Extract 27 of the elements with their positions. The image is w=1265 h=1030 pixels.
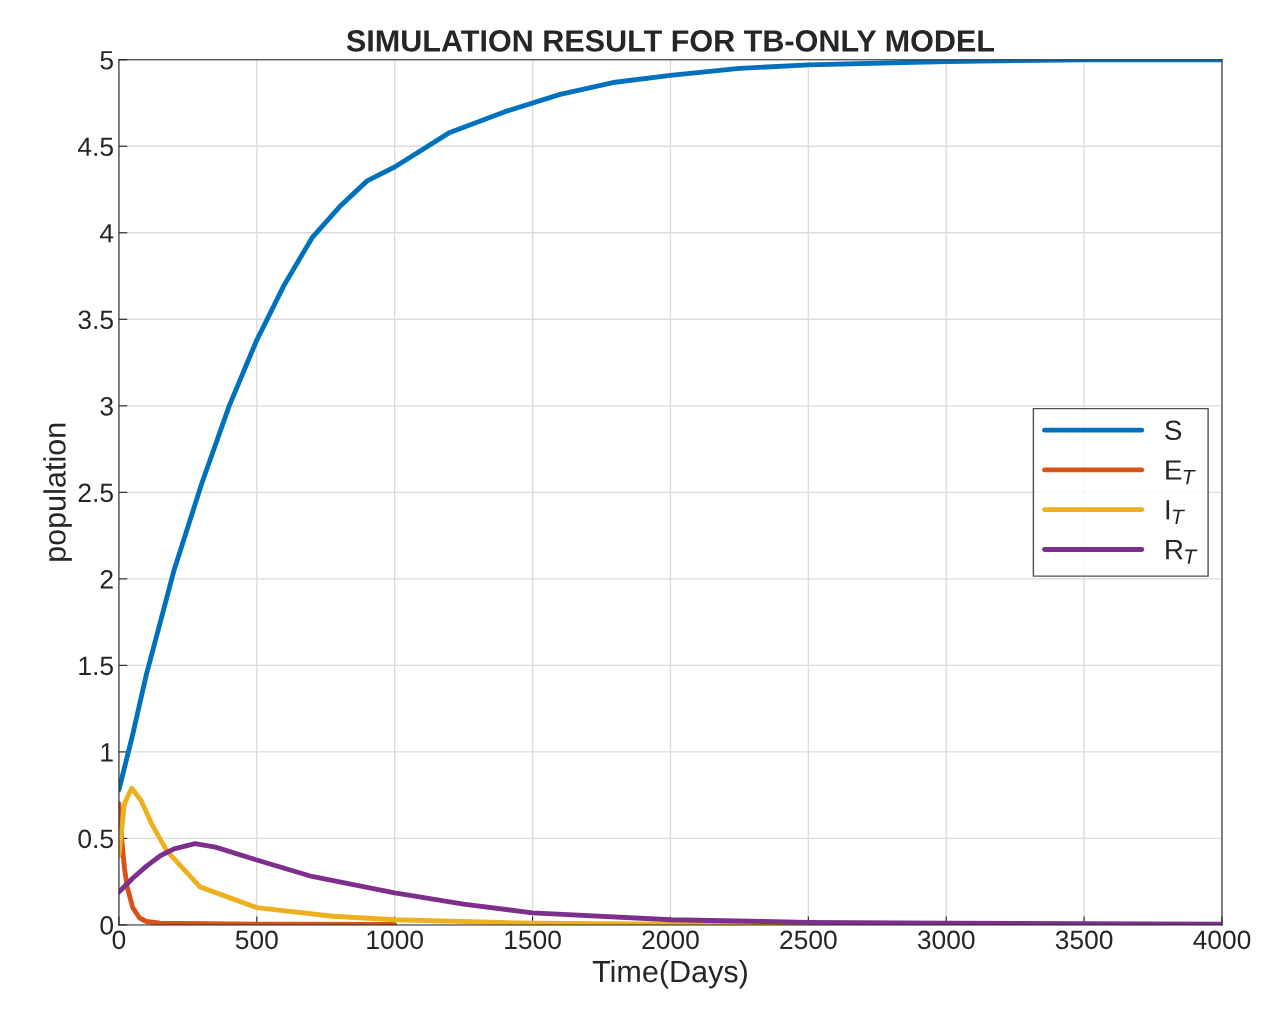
y-tick-label: 1.5: [79, 656, 113, 676]
x-tick-label: 3000: [917, 930, 975, 950]
legend-label: R$_{T}$: [1166, 540, 1198, 564]
y-tick-label: 1: [101, 743, 113, 762]
y-tick-label: 4: [99, 224, 114, 243]
x-tick-label: 500: [235, 930, 278, 950]
line-series: [118, 801, 398, 925]
y-tick-label: 2: [100, 569, 113, 589]
legend-label: I$_{T}$: [1166, 500, 1186, 524]
y-tick-label: 3: [100, 396, 113, 416]
x-tick-label: 2500: [780, 930, 837, 950]
chart-title: SIMULATION RESULT FOR TB-ONLY MODEL: [346, 30, 995, 52]
y-tick-label: 2.5: [78, 483, 113, 503]
y-tick-label: 5: [100, 51, 113, 70]
x-tick-label: 4000: [1193, 930, 1251, 950]
y-tick-label: 3.5: [78, 310, 113, 330]
legend-label: E$_{T}$: [1166, 460, 1196, 485]
x-tick-label: 2000: [642, 930, 699, 950]
y-tick-label: 4.5: [77, 137, 113, 157]
y-axis-title: population: [43, 423, 72, 561]
y-tick-label: 0.5: [78, 829, 113, 849]
x-axis-title: Time(Days): [592, 959, 747, 989]
y-tick-label: 0: [100, 916, 114, 935]
x-tick-label: 1000: [367, 930, 423, 950]
x-tick-label: 1500: [505, 930, 561, 950]
legend-label: S: [1165, 420, 1182, 441]
x-tick-label: 3500: [1055, 930, 1113, 950]
